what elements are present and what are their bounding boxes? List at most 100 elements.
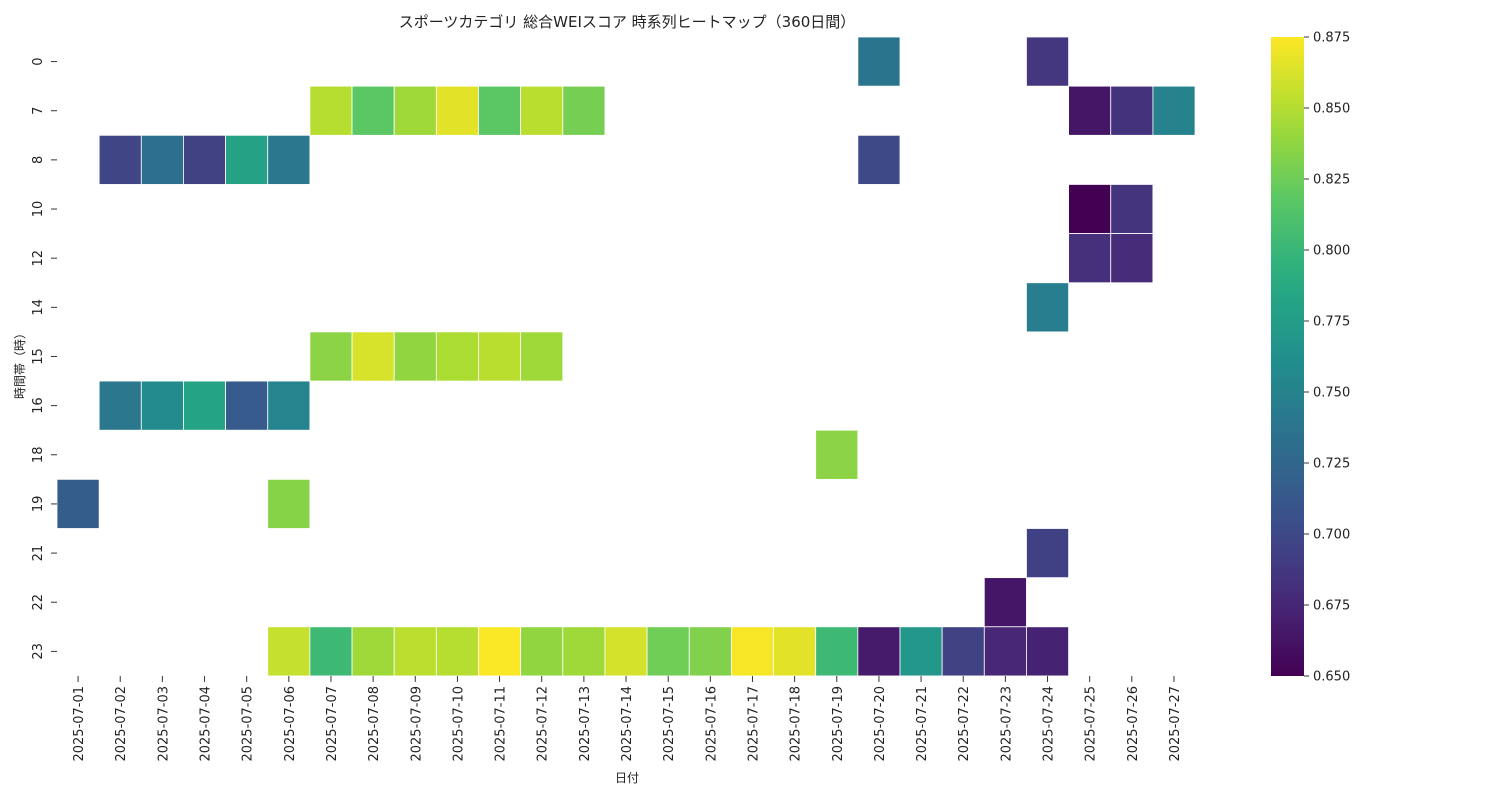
heatmap-cell	[646, 626, 690, 677]
heatmap-cell	[478, 85, 522, 136]
heatmap-cell	[351, 626, 395, 677]
y-tick-label: 14	[31, 299, 46, 316]
colorbar-tick-label: 0.725	[1313, 457, 1350, 472]
y-tick-label: 0	[31, 57, 46, 65]
heatmap-cell	[773, 626, 817, 677]
heatmap-cell	[225, 380, 269, 431]
heatmap-cell	[267, 134, 311, 185]
y-tick-label: 16	[31, 397, 46, 414]
y-tick-label: 18	[31, 447, 46, 464]
heatmap-cell	[1110, 184, 1154, 234]
x-tick-label: 2025-07-13	[578, 686, 593, 762]
heatmap-cell	[731, 626, 774, 677]
heatmap-cell	[435, 626, 479, 677]
heatmap-cell	[56, 478, 100, 529]
x-tick-label: 2025-07-18	[789, 686, 804, 762]
y-axis-label: 時間帯（時）	[13, 327, 27, 399]
x-tick-label: 2025-07-07	[325, 686, 340, 762]
heatmap-cell	[140, 380, 184, 431]
colorbar-tick-label: 0.700	[1313, 528, 1350, 543]
heatmap-cell	[983, 577, 1027, 628]
heatmap-cell	[267, 626, 311, 677]
heatmap-cell	[478, 331, 522, 382]
heatmap-cell	[562, 85, 606, 136]
heatmap-cell	[393, 626, 437, 677]
x-tick-label: 2025-07-21	[915, 686, 930, 762]
colorbar-tick-label: 0.800	[1313, 244, 1350, 259]
colorbar-tick-label: 0.850	[1313, 102, 1350, 117]
heatmap-cell	[393, 331, 437, 382]
y-tick-label: 19	[31, 496, 46, 513]
x-tick-label: 2025-07-25	[1084, 686, 1099, 762]
heatmap-cell	[1068, 85, 1112, 136]
heatmap-cell	[983, 626, 1027, 677]
heatmap-cell	[1110, 233, 1154, 284]
x-tick-label: 2025-07-04	[199, 686, 214, 762]
x-tick-label: 2025-07-15	[662, 686, 677, 762]
x-tick-label: 2025-07-02	[114, 686, 129, 762]
y-tick-label: 23	[31, 643, 46, 660]
heatmap-cell	[267, 478, 311, 529]
x-tick-label: 2025-07-14	[620, 686, 635, 762]
heatmap-cell	[857, 36, 901, 87]
y-tick-label: 15	[31, 348, 46, 365]
x-tick-label: 2025-07-20	[873, 686, 888, 762]
heatmap-cell	[815, 429, 859, 480]
heatmap-cell	[815, 626, 859, 677]
heatmap-cell	[309, 626, 353, 677]
y-tick-label: 7	[31, 107, 46, 115]
heatmap-cell	[1068, 184, 1112, 234]
heatmap-cell	[604, 626, 648, 677]
heatmap-cell	[140, 134, 184, 185]
x-axis-ticks: 2025-07-01 2025-07-02 2025-07-03 2025-07-04…	[72, 675, 1183, 762]
heatmap-cell	[393, 85, 437, 136]
x-tick-label: 2025-07-09	[409, 686, 424, 762]
heatmap-cell	[98, 380, 142, 431]
heatmap-cell	[267, 380, 311, 431]
heatmap-cell	[1026, 528, 1069, 579]
x-tick-label: 2025-07-05	[241, 686, 256, 762]
heatmap-cell	[899, 626, 943, 677]
y-tick-label: 10	[31, 201, 46, 218]
x-tick-label: 2025-07-16	[704, 686, 719, 762]
y-tick-label: 21	[31, 545, 46, 562]
x-axis-label: 日付	[615, 771, 639, 785]
x-tick-label: 2025-07-24	[1042, 686, 1057, 762]
x-tick-label: 2025-07-03	[156, 686, 171, 762]
colorbar-tick-label: 0.875	[1313, 31, 1350, 46]
y-tick-label: 22	[31, 594, 46, 611]
heatmap-cell	[183, 380, 226, 431]
heatmap-cell	[309, 331, 353, 382]
heatmap-cell	[562, 626, 606, 677]
heatmap-cell	[1110, 85, 1154, 136]
heatmap-cell	[183, 134, 226, 185]
x-tick-label: 2025-07-11	[494, 686, 509, 762]
x-tick-label: 2025-07-01	[72, 686, 87, 762]
x-tick-label: 2025-07-19	[831, 686, 846, 762]
heatmap-cell	[1026, 36, 1069, 87]
heatmap-cells	[56, 36, 1196, 677]
x-tick-label: 2025-07-08	[367, 686, 382, 762]
colorbar	[1271, 37, 1304, 676]
y-tick-label: 8	[31, 156, 46, 164]
heatmap-cell	[225, 134, 269, 185]
y-tick-label: 12	[31, 250, 46, 267]
heatmap-cell	[1026, 282, 1069, 333]
x-tick-label: 2025-07-12	[536, 686, 551, 762]
heatmap-cell	[478, 626, 522, 677]
heatmap-cell	[688, 626, 732, 677]
chart-title: スポーツカテゴリ 総合WEIスコア 時系列ヒートマップ（360日間）	[399, 13, 856, 31]
y-axis-ticks: 0 7 8 10 12 14 15 16 18 19 21 22 23	[31, 57, 57, 660]
heatmap-cell	[309, 85, 353, 136]
heatmap-cell	[435, 85, 479, 136]
colorbar-ticks: 0.650 0.675 0.700 0.725 0.750 0.775 0.800 0.825…	[1304, 31, 1350, 685]
heatmap-cell	[351, 85, 395, 136]
heatmap-cell	[520, 331, 564, 382]
x-tick-label: 2025-07-22	[957, 686, 972, 762]
x-tick-label: 2025-07-23	[999, 686, 1014, 762]
heatmap-cell	[435, 331, 479, 382]
heatmap-cell	[520, 85, 564, 136]
x-tick-label: 2025-07-27	[1168, 686, 1183, 762]
heatmap-cell	[857, 134, 901, 185]
